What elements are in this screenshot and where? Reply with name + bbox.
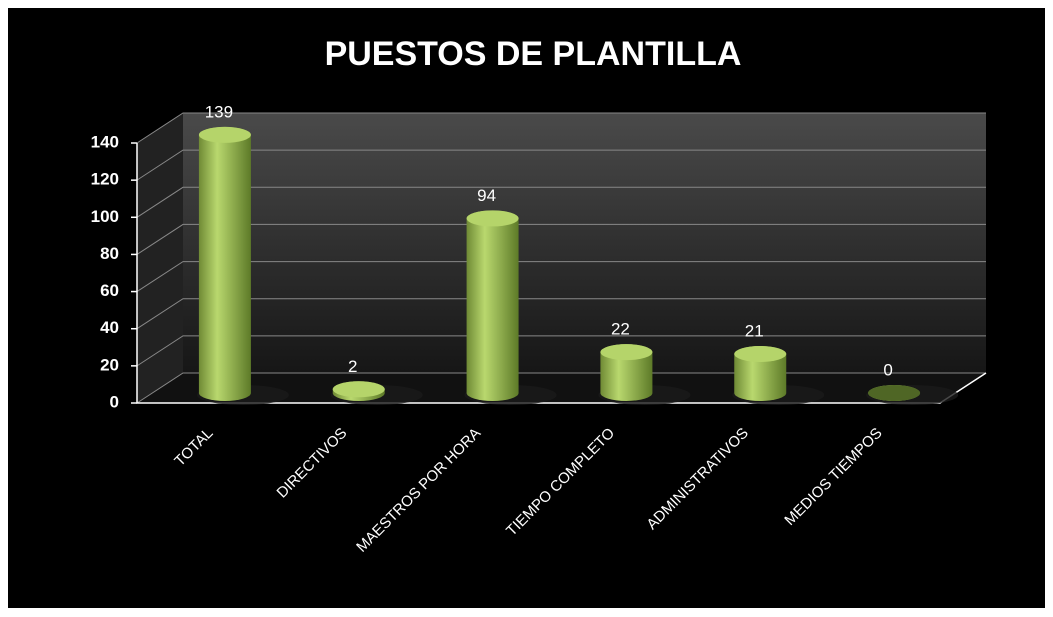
grid-line xyxy=(136,298,986,330)
y-tick-label: 120 xyxy=(91,170,119,189)
back-wall xyxy=(183,113,986,373)
bar-top xyxy=(332,381,385,398)
grid-line xyxy=(136,186,986,218)
y-tick-label: 0 xyxy=(110,392,119,411)
value-label: 22 xyxy=(611,320,630,339)
chart-title: PUESTOS DE PLANTILLA xyxy=(325,35,742,73)
bar-top xyxy=(198,126,251,143)
side-wall xyxy=(137,113,183,403)
value-label: 94 xyxy=(477,186,496,205)
y-tick-label: 100 xyxy=(91,207,119,226)
value-label: 21 xyxy=(745,321,764,340)
y-tick-label: 20 xyxy=(100,355,119,374)
value-label: 139 xyxy=(205,102,233,121)
bar xyxy=(198,126,251,401)
bar-top xyxy=(600,344,653,361)
bar-top xyxy=(466,210,519,227)
value-label: 0 xyxy=(883,360,892,379)
value-label: 2 xyxy=(348,357,357,376)
grid-line xyxy=(136,261,986,292)
axis-line xyxy=(136,143,987,404)
grid-line xyxy=(136,149,986,181)
grid-line xyxy=(136,223,986,255)
grid-line xyxy=(136,112,986,144)
y-tick-label: 60 xyxy=(100,281,119,300)
y-tick-label: 140 xyxy=(91,132,119,151)
y-tick-label: 80 xyxy=(100,244,119,263)
y-tick-label: 40 xyxy=(100,318,119,337)
bar-top xyxy=(734,346,787,362)
grid-line xyxy=(136,372,986,404)
bar-top xyxy=(868,385,921,401)
bar xyxy=(466,210,519,401)
grid-line xyxy=(136,335,986,367)
